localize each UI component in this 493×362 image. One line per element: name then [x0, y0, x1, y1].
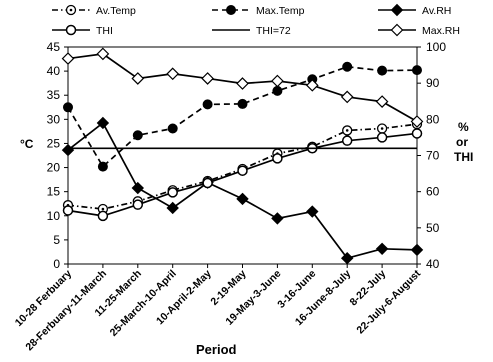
data-point-max-temp [237, 98, 248, 109]
right-tick-label: 90 [426, 76, 440, 90]
legend-swatch-marker [390, 23, 404, 37]
left-tick-label: 10 [47, 209, 61, 223]
left-axis-label: °C [20, 137, 34, 151]
data-point-max-temp [202, 99, 213, 110]
legend-label: Max.Temp [256, 5, 305, 17]
legend-item-thi: THI [52, 24, 113, 37]
data-point-av-rh [96, 116, 110, 130]
data-point-max-temp [412, 65, 422, 76]
data-point-thi [97, 210, 109, 222]
legend-label: Av.Temp [96, 5, 136, 17]
x-axis-label: Period [196, 342, 237, 357]
legend-item-max-rh: Max.RH [378, 23, 460, 37]
data-point-thi [237, 165, 248, 176]
data-point-thi [376, 132, 388, 143]
data-point-thi [202, 177, 213, 189]
x-tick-labels: 10-28 Ferbuary28-Ferbuary-11-March11-25-… [13, 264, 423, 353]
left-tick-label: 35 [47, 88, 61, 102]
legend-swatch-marker [65, 24, 77, 36]
data-point-max-rh [131, 72, 145, 85]
left-tick-label: 45 [47, 40, 61, 54]
x-tick-label: 25-March-10-April [108, 268, 179, 339]
data-point-thi [341, 135, 353, 146]
data-point-max-temp [132, 130, 143, 141]
data-point-av-temp-center [345, 129, 349, 132]
left-tick-label: 30 [47, 112, 61, 126]
left-tick-label: 5 [53, 233, 60, 247]
series-group [61, 47, 424, 265]
data-point-av-rh [340, 252, 354, 265]
data-point-max-temp [167, 123, 178, 134]
right-tick-label: 100 [426, 40, 446, 54]
right-axis-label-line-3: THI [454, 150, 473, 164]
data-point-av-rh [236, 192, 249, 206]
data-point-av-temp-center [380, 127, 384, 130]
series-thi [62, 128, 423, 222]
right-tick-label: 60 [426, 185, 440, 199]
legend-label: THI=72 [256, 25, 291, 37]
series-line-max-temp [67, 65, 418, 168]
legend-swatch-marker [226, 5, 236, 15]
legend-swatch-marker-center [69, 8, 73, 12]
data-point-av-rh [131, 181, 145, 195]
left-tick-label: 40 [47, 64, 61, 78]
data-point-max-rh [375, 95, 389, 108]
legend-label: Max.RH [422, 25, 460, 37]
data-point-av-temp-center [101, 207, 105, 211]
data-point-max-temp [97, 161, 108, 172]
data-point-max-temp [63, 102, 73, 113]
data-point-max-rh [305, 78, 319, 92]
right-axis-label-line-1: % [458, 120, 469, 134]
data-point-max-temp [272, 85, 283, 96]
data-point-max-temp [342, 61, 353, 72]
series-line-av-rh [67, 121, 418, 260]
series-av-rh [61, 116, 424, 265]
data-point-max-rh [96, 47, 110, 61]
data-point-thi [411, 128, 423, 139]
data-point-max-temp [377, 65, 388, 76]
data-point-av-rh [271, 212, 284, 225]
left-y-ticks: 0 5 10 15 20 25 30 35 40 45 [47, 40, 68, 271]
left-tick-label: 0 [53, 257, 60, 271]
legend-label: Av.RH [422, 5, 451, 17]
left-tick-label: 20 [47, 161, 61, 175]
legend-item-av-temp: Av.Temp [52, 4, 136, 17]
data-point-thi [62, 205, 74, 216]
data-point-thi [272, 153, 283, 164]
right-tick-label: 40 [426, 257, 440, 271]
legend-item-av-rh: Av.RH [378, 3, 451, 17]
series-max-rh [61, 47, 424, 128]
data-point-av-rh [166, 201, 179, 215]
legend: Av.Temp Max.Temp Av.RH THI THI=72 Max.RH [52, 3, 460, 37]
x-tick-label: 22-July-6-August [354, 267, 423, 336]
data-point-max-rh [201, 72, 214, 85]
data-point-max-rh [410, 115, 424, 128]
data-point-thi [167, 187, 178, 198]
data-point-max-rh [271, 74, 284, 88]
right-tick-label: 70 [426, 149, 440, 163]
legend-item-max-temp: Max.Temp [212, 5, 305, 17]
data-point-max-rh [166, 67, 180, 81]
left-tick-label: 15 [47, 185, 61, 199]
right-axis-label-line-2: or [456, 135, 468, 149]
right-tick-label: 80 [426, 112, 440, 126]
data-point-thi [132, 199, 144, 210]
left-tick-label: 25 [47, 136, 61, 150]
legend-label: THI [96, 25, 113, 37]
data-point-av-rh [410, 243, 424, 257]
data-point-max-rh [61, 52, 75, 65]
legend-item-thi-72: THI=72 [212, 25, 291, 37]
data-point-av-rh [375, 242, 389, 256]
data-point-av-rh [306, 205, 319, 218]
right-y-ticks: 40 50 60 70 80 90 100 [417, 40, 446, 271]
data-point-max-rh [340, 90, 354, 104]
legend-swatch-marker [390, 3, 404, 17]
data-point-max-rh [236, 77, 249, 90]
right-tick-label: 50 [426, 221, 440, 235]
